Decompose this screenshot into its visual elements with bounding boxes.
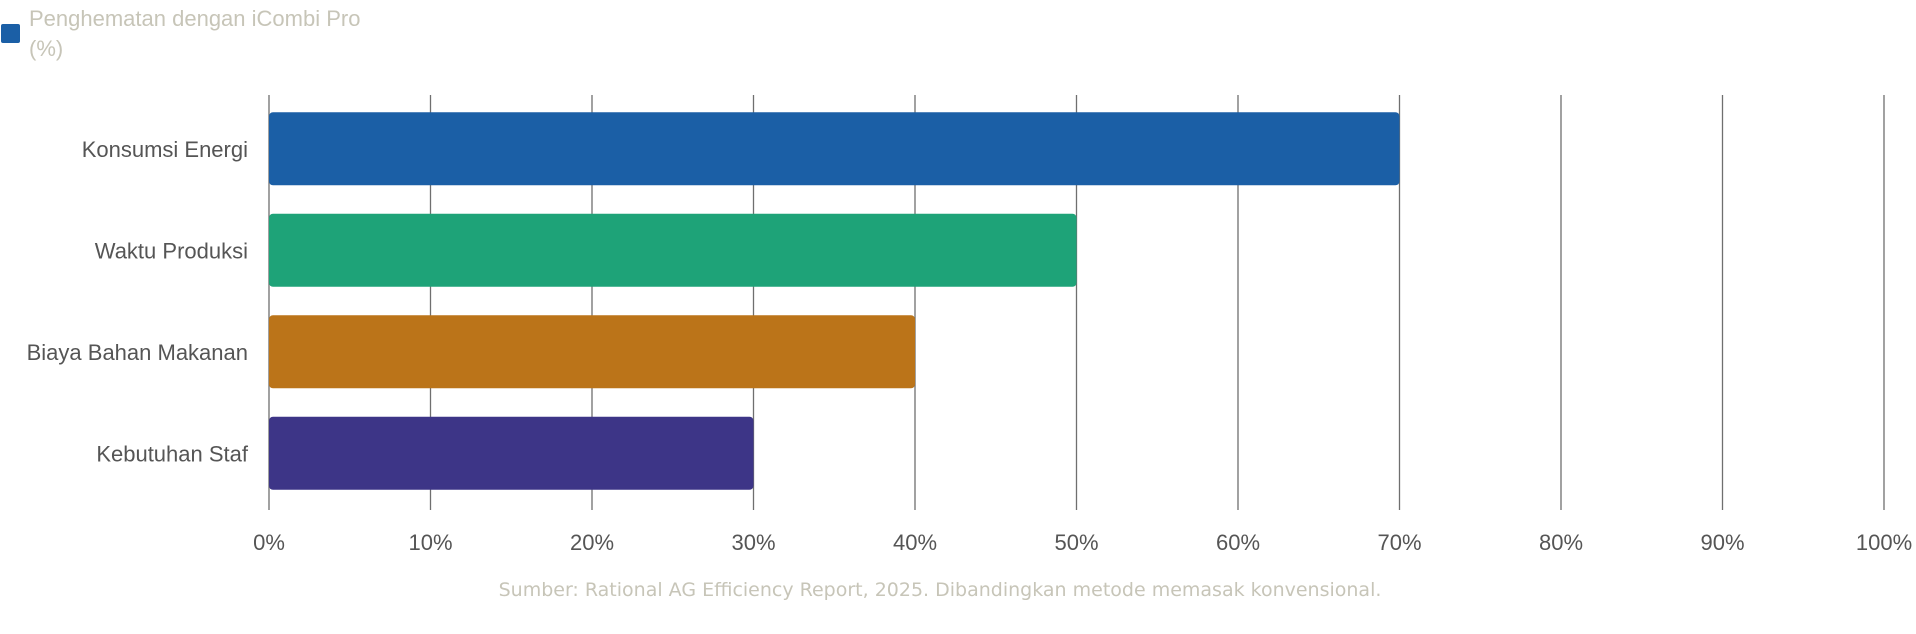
legend-swatch [1, 24, 20, 43]
category-labels: Konsumsi Energi Waktu Produksi Biaya Bahan… [27, 137, 249, 467]
category-label: Konsumsi Energi [82, 137, 248, 162]
x-tick-labels: 0% 10% 20% 30% 40% 50% 60% 70% 80% 90% 100% [253, 530, 1912, 555]
x-tick-label: 50% [1054, 530, 1098, 555]
x-tick-label: 10% [408, 530, 452, 555]
bar-waktu-produksi [269, 213, 1077, 287]
bar-konsumsi-energi [269, 112, 1400, 186]
source-note: Sumber: Rational AG Efficiency Report, 2… [499, 579, 1382, 601]
bar-biaya-bahan-makanan [269, 315, 915, 389]
legend: Penghematan dengan iCombi Pro (%) [1, 6, 360, 61]
x-tick-label: 0% [253, 530, 285, 555]
x-tick-label: 80% [1539, 530, 1583, 555]
category-label: Biaya Bahan Makanan [27, 340, 248, 365]
legend-label-line-2: (%) [29, 36, 63, 61]
bar-kebutuhan-staf [269, 416, 754, 490]
x-tick-label: 40% [893, 530, 937, 555]
legend-label-line-1: Penghematan dengan iCombi Pro [29, 6, 360, 31]
x-tick-label: 70% [1377, 530, 1421, 555]
x-tick-label: 60% [1216, 530, 1260, 555]
bars [269, 112, 1400, 490]
x-tick-label: 90% [1700, 530, 1744, 555]
x-tick-label: 20% [570, 530, 614, 555]
category-label: Waktu Produksi [95, 238, 248, 263]
category-label: Kebutuhan Staf [96, 441, 249, 466]
x-tick-label: 100% [1856, 530, 1912, 555]
x-tick-label: 30% [731, 530, 775, 555]
